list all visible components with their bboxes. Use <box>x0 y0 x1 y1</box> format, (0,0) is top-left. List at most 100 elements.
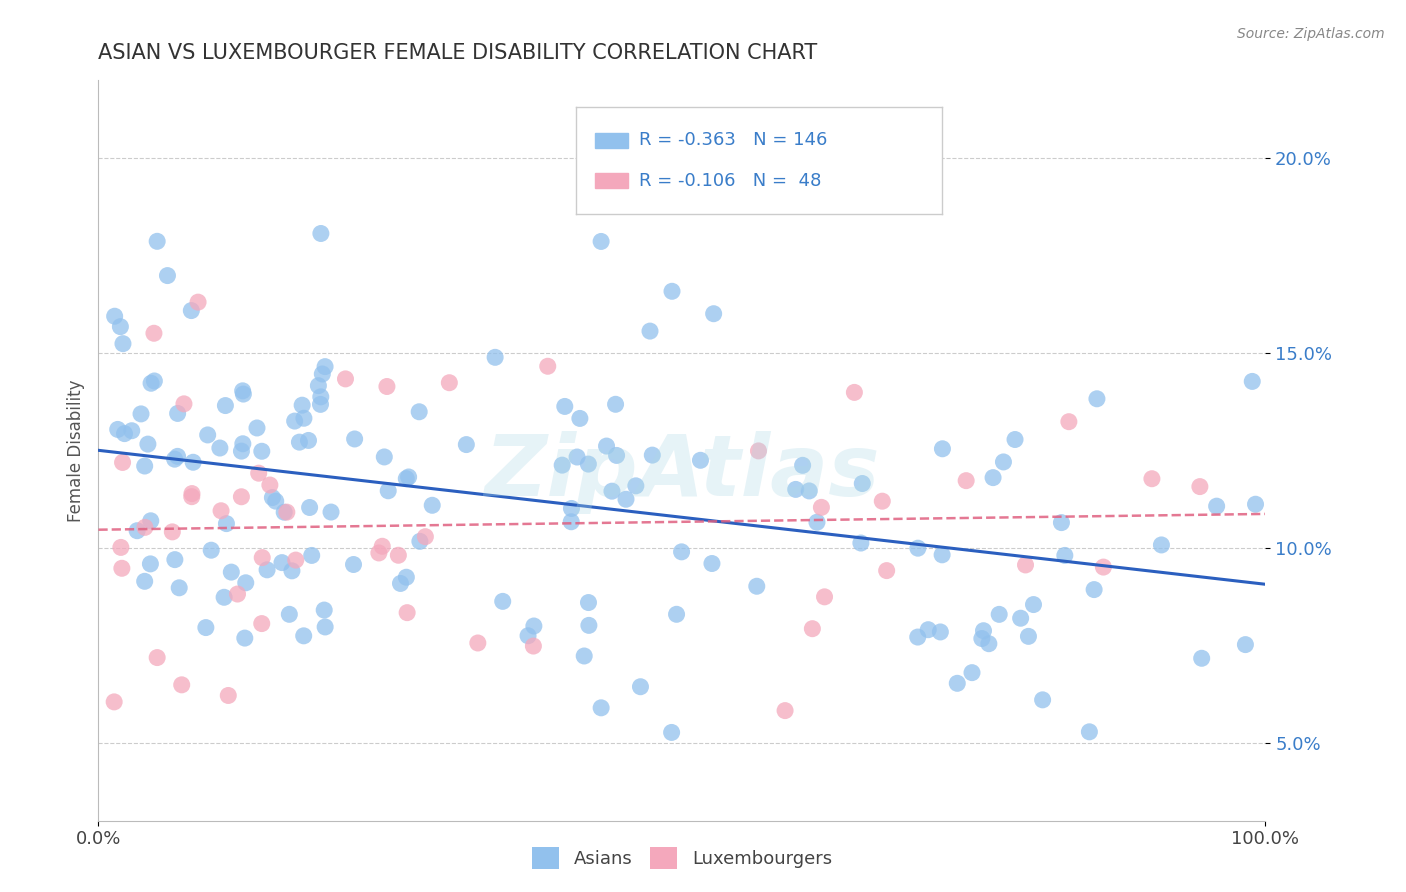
Point <box>993 455 1015 469</box>
Point <box>917 623 939 637</box>
Point <box>745 579 768 593</box>
Point <box>1234 638 1257 652</box>
Point <box>754 139 776 153</box>
Point <box>387 548 409 562</box>
Point <box>456 437 478 451</box>
Point <box>377 483 399 498</box>
Point <box>872 494 894 508</box>
Point <box>143 374 166 388</box>
Point <box>1053 549 1076 563</box>
Point <box>180 490 202 504</box>
Text: Source: ZipAtlas.com: Source: ZipAtlas.com <box>1237 27 1385 41</box>
Point <box>139 557 162 571</box>
Point <box>1057 415 1080 429</box>
Point <box>139 376 162 391</box>
Point <box>614 492 637 507</box>
Point <box>208 441 231 455</box>
Point <box>641 448 664 462</box>
Point <box>319 505 342 519</box>
Point <box>284 414 307 428</box>
Point <box>217 689 239 703</box>
Point <box>200 543 222 558</box>
Point <box>146 235 169 249</box>
Point <box>568 411 591 425</box>
Point <box>309 397 332 411</box>
Point <box>467 636 489 650</box>
Point <box>1205 499 1227 513</box>
Point <box>214 399 236 413</box>
Point <box>1188 480 1211 494</box>
Point <box>624 479 647 493</box>
Point <box>271 556 294 570</box>
Point <box>560 501 582 516</box>
Point <box>259 478 281 492</box>
Point <box>806 515 828 529</box>
Point <box>232 387 254 401</box>
Point <box>307 378 329 392</box>
Point <box>342 558 364 572</box>
Text: R = -0.363   N = 146: R = -0.363 N = 146 <box>638 131 827 149</box>
Point <box>291 398 314 412</box>
Point <box>311 367 333 381</box>
Point <box>799 483 821 498</box>
Point <box>314 620 336 634</box>
Point <box>232 384 254 398</box>
Y-axis label: Female Disability: Female Disability <box>66 379 84 522</box>
Point <box>110 319 132 334</box>
Point <box>298 500 321 515</box>
Point <box>231 490 253 504</box>
Point <box>163 552 186 566</box>
Point <box>276 505 298 519</box>
Point <box>523 619 546 633</box>
Point <box>273 505 295 519</box>
Point <box>554 400 576 414</box>
Point <box>1032 693 1054 707</box>
Point <box>851 476 873 491</box>
Point <box>1241 375 1264 389</box>
Point <box>226 587 249 601</box>
Point <box>907 630 929 644</box>
Point <box>946 676 969 690</box>
Point <box>288 435 311 450</box>
Point <box>142 326 165 341</box>
Point <box>232 436 254 450</box>
Point <box>246 421 269 435</box>
Text: R = -0.106   N =  48: R = -0.106 N = 48 <box>638 172 821 190</box>
Point <box>281 564 304 578</box>
Point <box>264 494 287 508</box>
Point <box>931 442 953 456</box>
Point <box>1150 538 1173 552</box>
Point <box>876 564 898 578</box>
Point <box>136 437 159 451</box>
Point <box>785 483 807 497</box>
Point <box>395 570 418 584</box>
Point <box>591 235 613 249</box>
Point <box>212 591 235 605</box>
Legend: Asians, Luxembourgers: Asians, Luxembourgers <box>523 838 841 879</box>
Point <box>600 484 623 499</box>
Point <box>375 379 398 393</box>
Point <box>671 545 693 559</box>
Point <box>1050 516 1073 530</box>
Point <box>398 470 420 484</box>
Point <box>813 590 835 604</box>
Point <box>1092 560 1115 574</box>
Point <box>1085 392 1108 406</box>
Point <box>309 227 332 241</box>
Point <box>166 450 188 464</box>
Point <box>665 607 688 622</box>
Point <box>1010 611 1032 625</box>
Point <box>638 324 661 338</box>
Point <box>314 603 336 617</box>
Point <box>262 491 284 505</box>
Point <box>247 466 270 480</box>
Point <box>156 268 179 283</box>
Point <box>139 514 162 528</box>
Point <box>970 632 993 646</box>
Point <box>146 650 169 665</box>
Point <box>560 515 582 529</box>
Point <box>574 648 596 663</box>
Point <box>367 546 389 560</box>
Point <box>235 575 257 590</box>
Point <box>1017 629 1039 643</box>
